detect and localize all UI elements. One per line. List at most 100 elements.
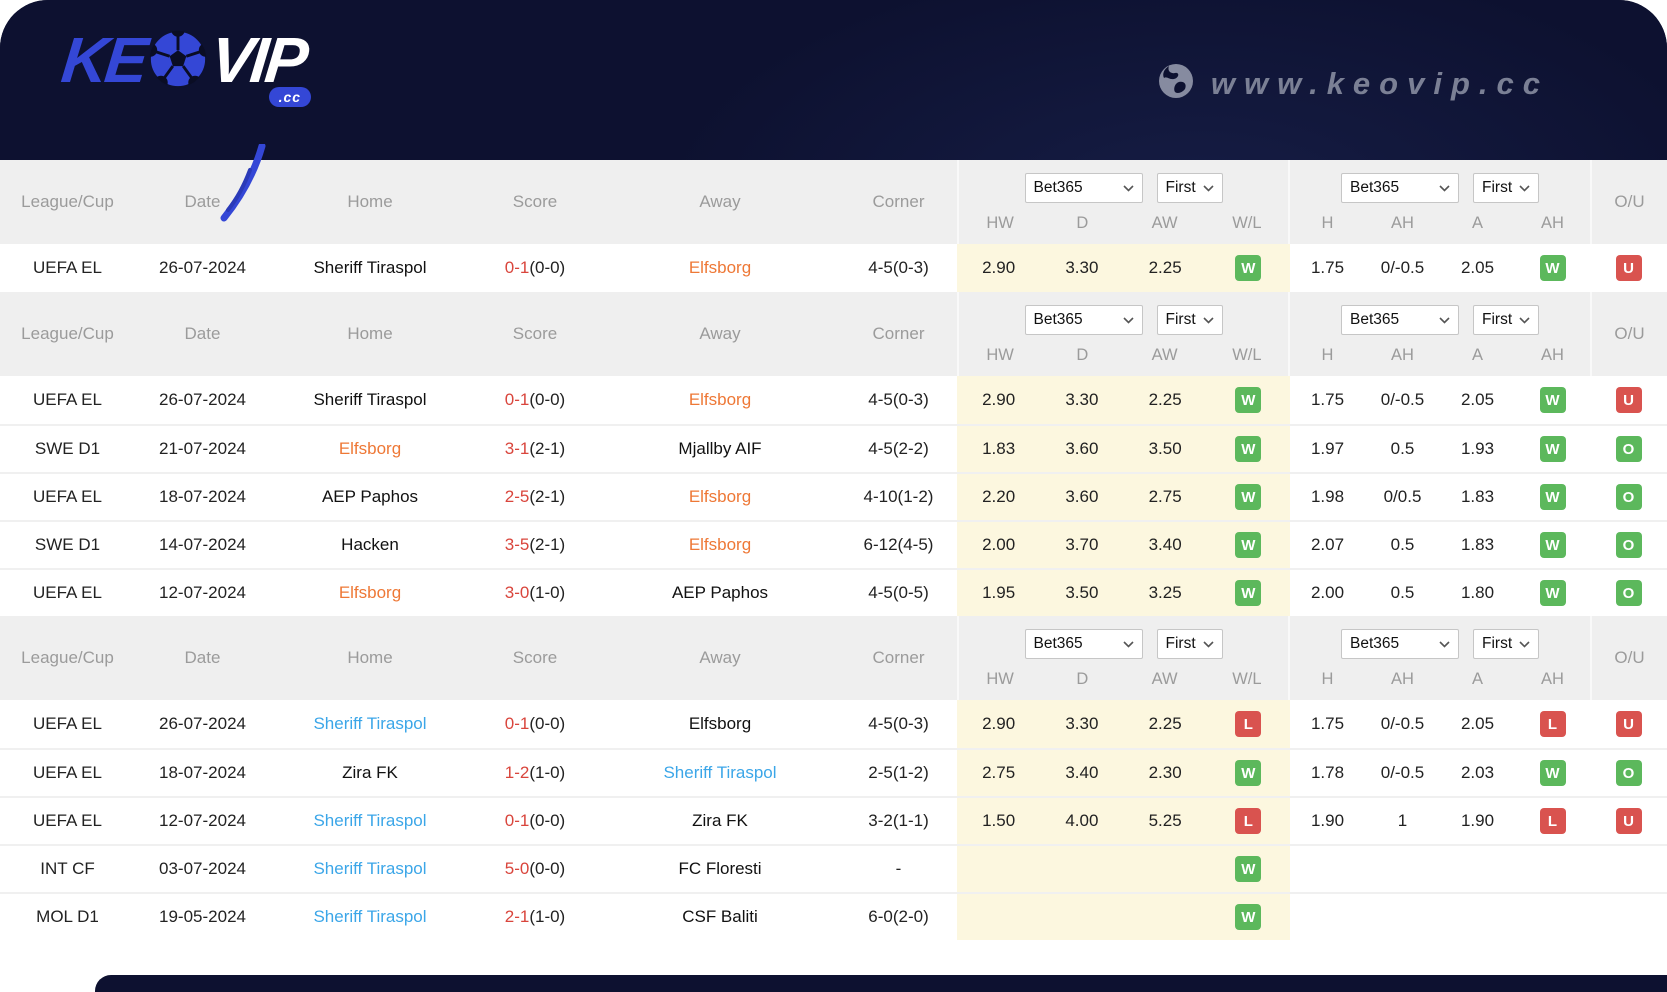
table-header: League/Cup Date Home Score Away Corner B… <box>0 292 1667 376</box>
cell-draw-odds: 3.30 <box>1065 714 1099 733</box>
result-badge: W <box>1235 532 1262 558</box>
odds-1x2-header-group: Bet365 First HW D AW W/L <box>957 160 1290 244</box>
bookmaker-select[interactable]: Bet365 <box>1341 629 1459 659</box>
bookmaker-select[interactable]: Bet365 <box>1024 629 1143 659</box>
cell-home-team: AEP Paphos <box>321 487 419 506</box>
cell-away-handicap-odds: 1.80 <box>1460 583 1495 602</box>
last-match-section: League/Cup Date Home Score Away Corner B… <box>0 160 1667 292</box>
cell-league: INT CF <box>40 859 95 878</box>
bookmaker-select[interactable]: Bet365 <box>1341 305 1459 335</box>
cell-handicap-result <box>1515 846 1590 892</box>
cell-league: MOL D1 <box>36 907 99 926</box>
result-badge: W <box>1235 856 1262 882</box>
col-away: Away <box>699 648 741 667</box>
cell-league: UEFA EL <box>33 763 102 782</box>
footer-bar <box>95 975 1667 992</box>
cell-away-win-odds: 3.40 <box>1148 535 1182 554</box>
period-select[interactable]: First <box>1156 173 1223 203</box>
odds-handicap-header-group: Bet365 First H AH A AH <box>1290 292 1590 376</box>
col-over-under: O/U <box>1590 616 1667 700</box>
cell-score: 0-1 (0-0) <box>470 798 600 844</box>
period-select[interactable]: First <box>1473 305 1539 335</box>
col-score: Score <box>512 192 558 211</box>
cell-home-win-odds: 2.20 <box>982 487 1016 506</box>
odds-1x2-group: 2.00 3.70 3.40 W <box>957 522 1290 568</box>
cell-handicap-line: 0/-0.5 <box>1380 258 1425 277</box>
cell-home-handicap-odds: 1.90 <box>1310 811 1345 830</box>
result-badge: W <box>1235 387 1262 413</box>
cell-win-loss: W <box>1207 894 1290 940</box>
cell-home-win-odds: 2.00 <box>982 535 1016 554</box>
bookmaker-select[interactable]: Bet365 <box>1341 173 1459 203</box>
match-row: UEFA EL 12-07-2024 Sheriff Tiraspol 0-1(… <box>0 796 1667 844</box>
col-away-handicap: A <box>1471 670 1483 688</box>
cell-date: 12-07-2024 <box>159 583 246 602</box>
cell-away-team: FC Floresti <box>678 859 762 878</box>
cell-date: 19-05-2024 <box>159 907 246 926</box>
cell-date: 26-07-2024 <box>159 714 246 733</box>
fulltime-score: 3-0 <box>504 583 530 602</box>
col-handicap-result: AH <box>1541 346 1564 364</box>
period-select[interactable]: First <box>1473 173 1539 203</box>
bookmaker-select[interactable]: Bet365 <box>1024 173 1143 203</box>
cell-away-team: AEP Paphos <box>671 583 769 602</box>
col-handicap-result: AH <box>1541 670 1564 688</box>
cell-home-team: Elfsborg <box>338 439 402 458</box>
cell-away-win-odds: 2.25 <box>1148 390 1182 409</box>
cell-corner: 4-5(0-3) <box>868 390 929 409</box>
chevron-down-icon <box>1519 311 1530 329</box>
chevron-down-icon <box>1202 179 1214 197</box>
cell-corner: - <box>895 859 902 878</box>
cell-away-team: Elfsborg <box>688 390 752 409</box>
col-away-win: AW <box>1151 214 1178 232</box>
cell-away-team: Elfsborg <box>688 714 752 733</box>
cell-win-loss: L <box>1207 798 1290 844</box>
cell-handicap-result: L <box>1515 700 1590 748</box>
cell-handicap-line: 0.5 <box>1390 439 1415 458</box>
col-date: Date <box>184 324 221 343</box>
bookmaker-select[interactable]: Bet365 <box>1024 305 1143 335</box>
halftime-score: (0-0) <box>529 714 566 733</box>
chevron-down-icon <box>1519 635 1530 653</box>
site-url: www.keovip.cc <box>1157 62 1549 105</box>
cell-date: 18-07-2024 <box>159 763 246 782</box>
cell-home-win-odds: 2.90 <box>982 258 1016 277</box>
handicap-result-badge: W <box>1539 532 1566 558</box>
cell-date: 12-07-2024 <box>159 811 246 830</box>
col-handicap-line: AH <box>1391 670 1414 688</box>
col-draw: D <box>1076 346 1089 364</box>
halftime-score: (0-0) <box>529 811 566 830</box>
period-select[interactable]: First <box>1156 305 1223 335</box>
soccer-ball-icon <box>147 28 209 95</box>
cell-date: 18-07-2024 <box>159 487 246 506</box>
cell-league: UEFA EL <box>33 714 102 733</box>
cell-over-under: O <box>1590 570 1667 616</box>
col-handicap-line: AH <box>1391 346 1414 364</box>
cell-draw-odds: 3.30 <box>1065 258 1099 277</box>
cell-win-loss: W <box>1207 244 1290 292</box>
period-select[interactable]: First <box>1156 629 1223 659</box>
cell-corner: 6-12(4-5) <box>863 535 934 554</box>
cell-handicap-result <box>1515 894 1590 940</box>
cell-home-team: Sheriff Tiraspol <box>313 907 427 926</box>
logo-text-vip: VIP <box>207 23 309 96</box>
bookmaker-select-value: Bet365 <box>1033 311 1083 328</box>
odds-1x2-group: 1.50 4.00 5.25 L <box>957 798 1290 844</box>
over-under-badge: O <box>1615 436 1642 462</box>
col-home-win: HW <box>986 670 1014 688</box>
period-select-value: First <box>1165 635 1196 652</box>
odds-handicap-group: 2.00 0.5 1.80 W <box>1290 570 1590 616</box>
cell-home-team: Hacken <box>341 535 399 554</box>
col-league-cup: League/Cup <box>21 324 114 343</box>
col-away-win: AW <box>1151 346 1178 364</box>
cell-away-team: Elfsborg <box>688 535 752 554</box>
period-select[interactable]: First <box>1473 629 1539 659</box>
col-away-handicap: A <box>1471 346 1483 364</box>
cell-score: 0-1 (0-0) <box>470 244 600 292</box>
cell-away-win-odds: 3.50 <box>1148 439 1182 458</box>
cell-league: SWE D1 <box>34 439 101 458</box>
cell-draw-odds <box>1040 894 1123 940</box>
col-home: Home <box>347 192 393 211</box>
cell-date: 21-07-2024 <box>159 439 246 458</box>
cell-draw-odds <box>1040 846 1123 892</box>
